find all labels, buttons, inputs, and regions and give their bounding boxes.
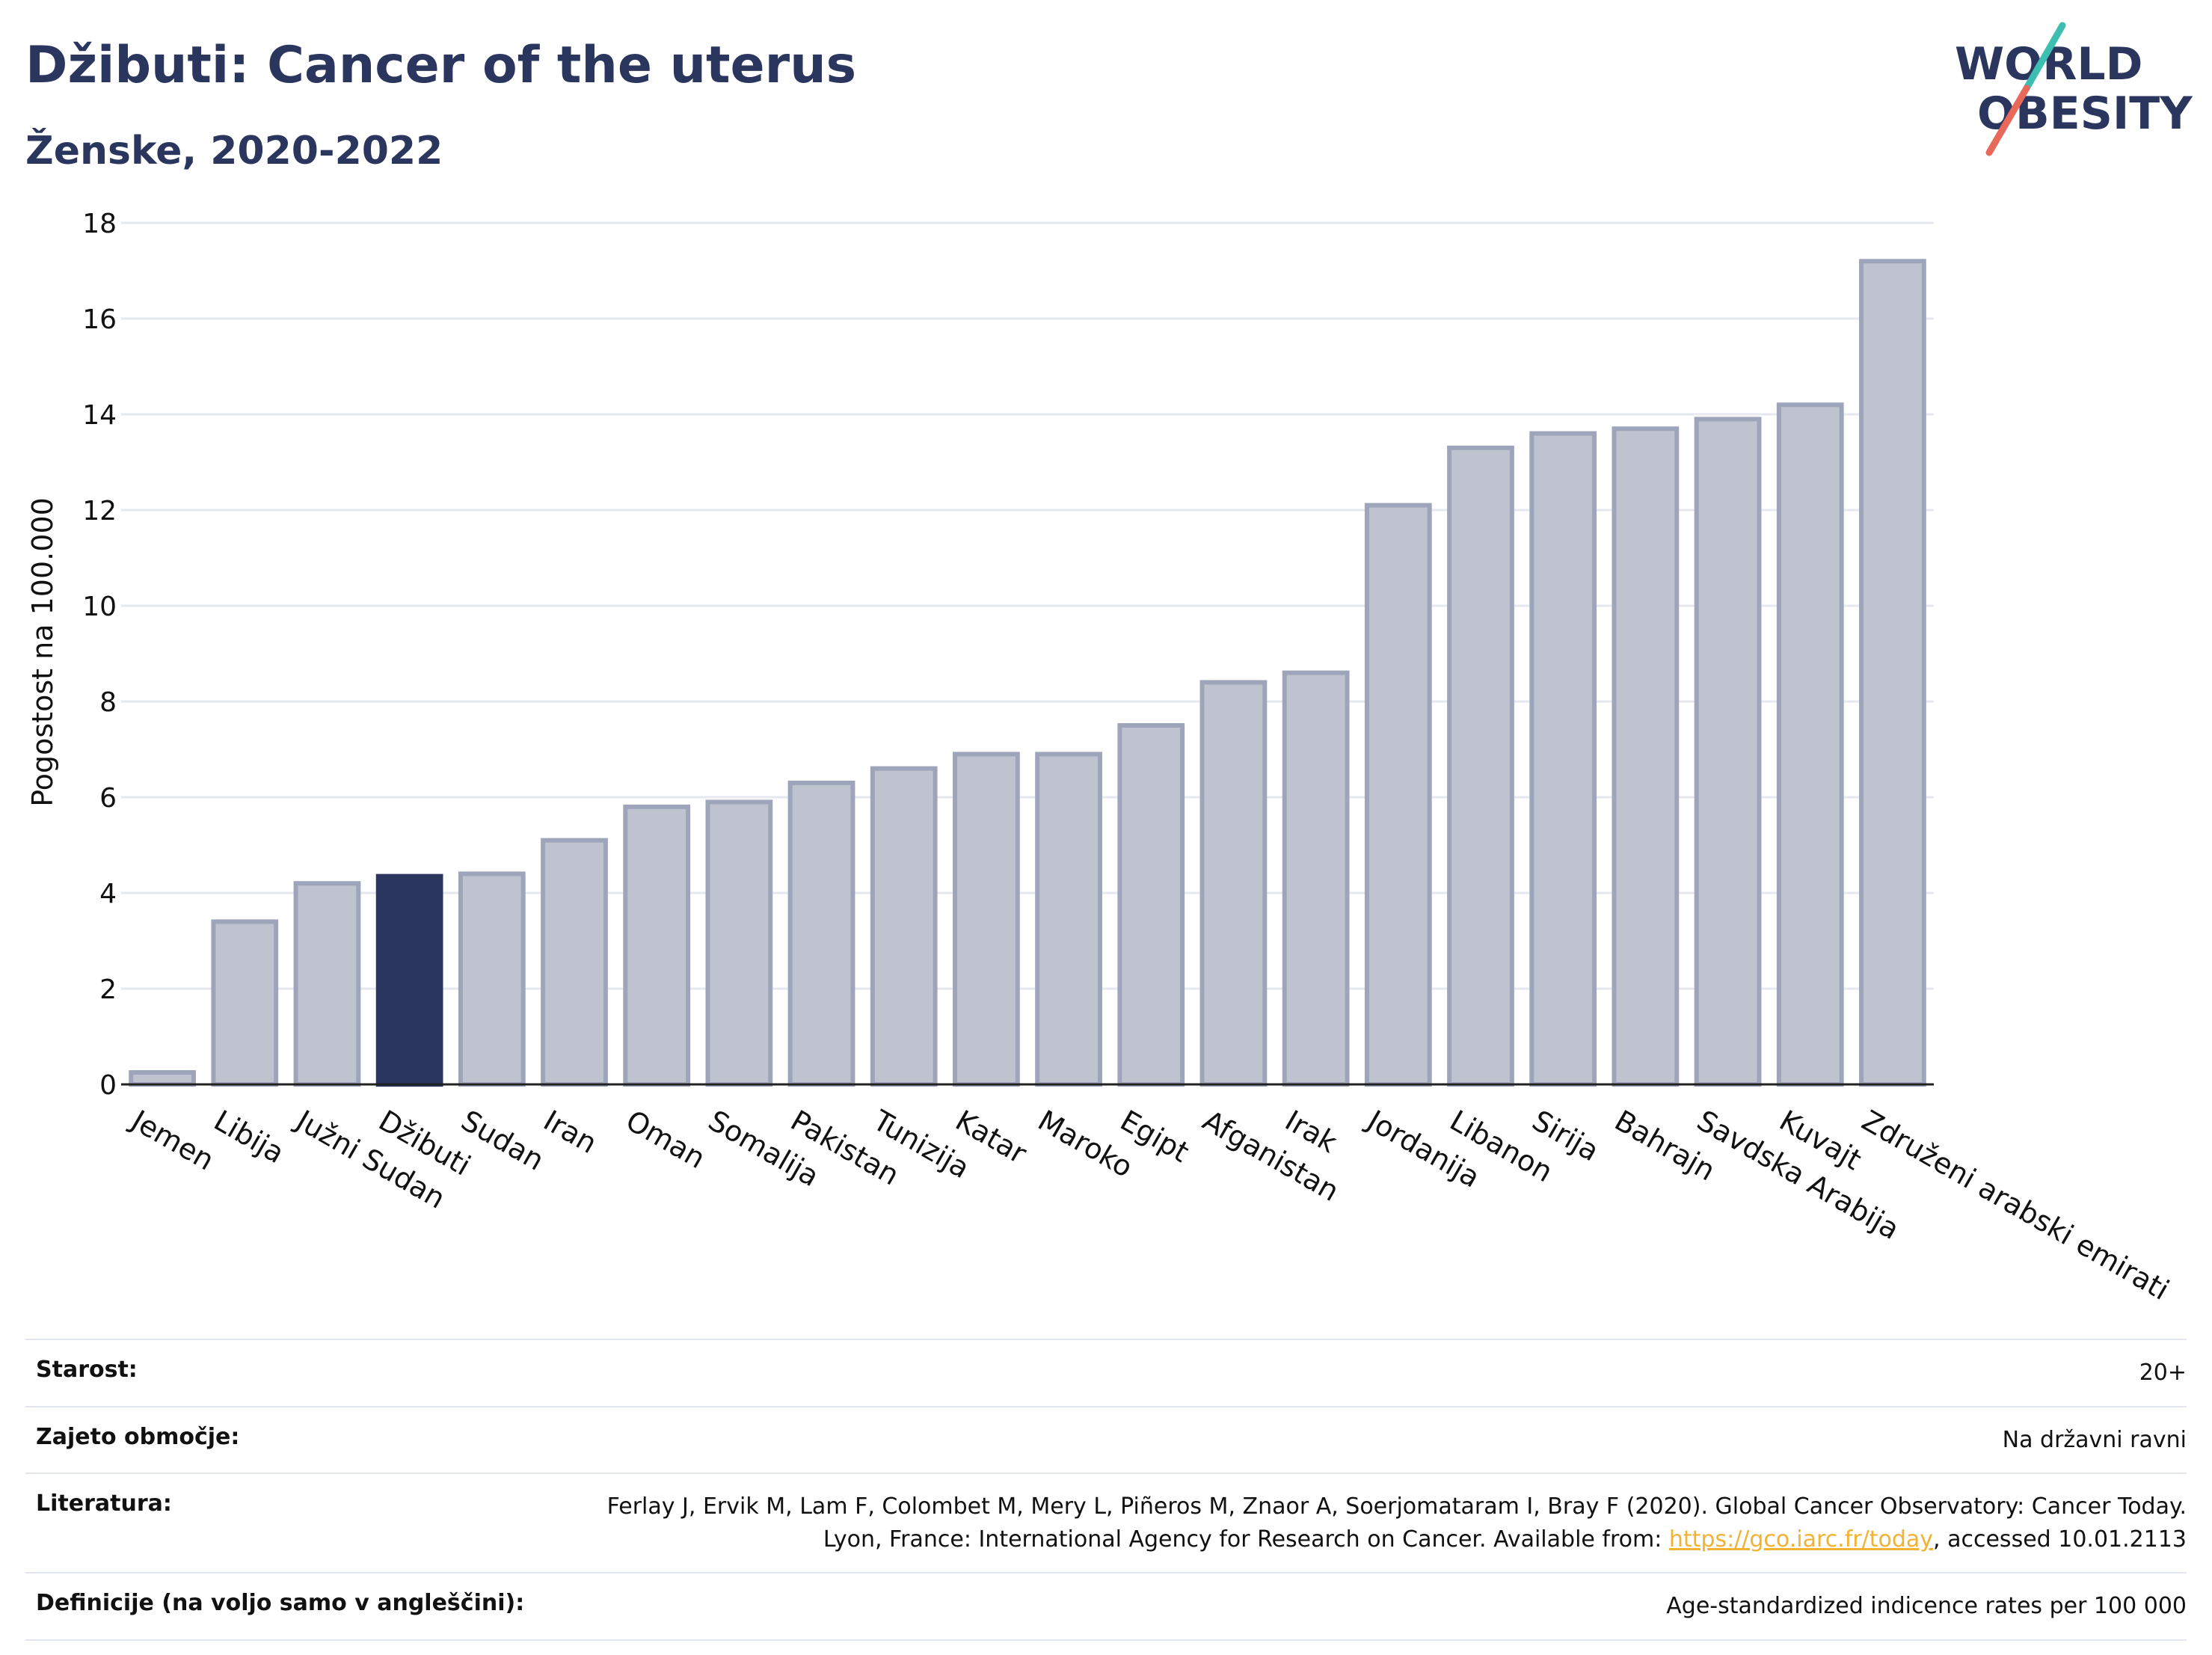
info-value: Na državni ravni	[2002, 1426, 2187, 1453]
info-value: Age-standardized indicence rates per 100…	[1666, 1593, 2187, 1619]
info-value: 20+	[2139, 1360, 2187, 1386]
y-axis-label: Pogostost na 100.000	[26, 497, 59, 807]
bar-pakistan	[787, 780, 855, 1087]
x-tick-label: Sudan	[455, 1104, 550, 1177]
info-label: Definicije (na voljo samo v angleščini):	[36, 1590, 525, 1616]
y-tick-label: 6	[99, 783, 117, 814]
bar-sudan	[458, 871, 526, 1087]
info-table: Starost: 20+ Zajeto območje: Na državni …	[25, 1339, 2187, 1641]
literature-accessed: , accessed 10.01.2113	[1933, 1526, 2187, 1553]
x-tick-label: Jemen	[125, 1103, 220, 1177]
bar-džibuti	[375, 873, 443, 1087]
info-row-literature: Literatura: Ferlay J, Ervik M, Lam F, Co…	[25, 1473, 2187, 1572]
y-tick-label: 18	[82, 209, 117, 239]
bar-irak	[1282, 670, 1350, 1087]
source-link[interactable]: https://gco.iarc.fr/today	[1668, 1526, 1934, 1553]
bar-kuvajt	[1776, 402, 1844, 1087]
logo-slash-bottom	[1985, 85, 2030, 156]
y-tick-label: 0	[99, 1070, 117, 1101]
bar-egipt	[1117, 723, 1185, 1087]
bar-iran	[541, 838, 608, 1087]
bar-sirija	[1529, 431, 1597, 1087]
y-tick-label: 2	[99, 974, 117, 1005]
y-tick-label: 8	[99, 687, 117, 718]
x-tick-label: Združeni arabski emirati	[1856, 1104, 2175, 1307]
y-tick-label: 4	[99, 879, 117, 909]
logo-slash-top	[2023, 22, 2066, 92]
literature-text: Ferlay J, Ervik M, Lam F, Colombet M, Me…	[606, 1493, 2187, 1553]
bar-somalija	[705, 799, 773, 1087]
info-label: Literatura:	[36, 1490, 172, 1517]
chart-title: Džibuti: Cancer of the uterus	[25, 36, 857, 95]
bar-savdska-arabija	[1694, 417, 1762, 1087]
bar-libija	[211, 919, 279, 1087]
bar-jemen	[129, 1070, 196, 1087]
world-obesity-logo: WORLD OBESITY	[1955, 22, 2193, 156]
info-row-coverage: Zajeto območje: Na državni ravni	[25, 1405, 2187, 1473]
bar-jordanija	[1364, 503, 1432, 1087]
chart-subtitle: Ženske, 2020-2022	[25, 129, 443, 174]
x-tick-label: Oman	[621, 1104, 711, 1175]
y-tick-label: 14	[82, 400, 117, 431]
bars	[129, 259, 1926, 1087]
info-row-age: Starost: 20+	[25, 1339, 2187, 1406]
x-tick-label: Libija	[209, 1104, 290, 1170]
info-label: Zajeto območje:	[36, 1423, 240, 1450]
info-row-definitions: Definicije (na voljo samo v angleščini):…	[25, 1572, 2187, 1641]
bar-katar	[953, 752, 1020, 1087]
x-tick-label: Maroko	[1033, 1104, 1139, 1184]
bar-oman	[623, 804, 691, 1087]
bar-maroko	[1035, 752, 1102, 1087]
bar-južni-sudan	[293, 881, 361, 1087]
y-tick-label: 10	[82, 592, 117, 622]
bar-afganistan	[1199, 680, 1268, 1087]
bar-združeni-arabski-emirati	[1859, 259, 1926, 1087]
bar-libanon	[1447, 445, 1514, 1087]
info-label: Starost:	[36, 1357, 138, 1383]
bar-bahrajn	[1612, 426, 1680, 1087]
y-tick-labels: 0 2 4 6 8 10 12 14 16 18	[82, 209, 117, 1101]
y-tick-label: 16	[82, 304, 117, 335]
bar-tunizija	[870, 766, 938, 1087]
info-value: Ferlay J, Ervik M, Lam F, Colombet M, Me…	[586, 1490, 2187, 1556]
y-tick-label: 12	[82, 496, 117, 526]
